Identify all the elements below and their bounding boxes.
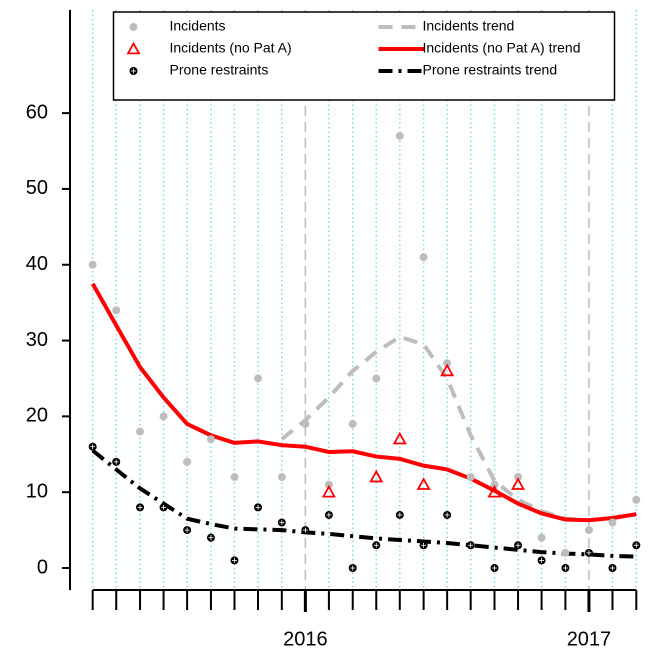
point (490, 564, 499, 573)
point (487, 484, 502, 498)
point (230, 556, 239, 565)
point (392, 431, 407, 445)
point (112, 306, 121, 315)
point (372, 541, 381, 550)
point (324, 510, 333, 519)
x-tick-label: 2016 (283, 628, 328, 650)
legend-label: Prone restraints trend (423, 62, 558, 78)
legend-label: Incidents (no Pat A) trend (423, 40, 581, 56)
point (395, 510, 404, 519)
point (443, 359, 452, 368)
legend-swatch (129, 23, 138, 31)
point (584, 548, 593, 557)
point (537, 533, 546, 542)
point (466, 473, 475, 482)
point (608, 518, 617, 527)
point (514, 473, 523, 482)
point (301, 526, 310, 535)
point (490, 480, 499, 489)
point (419, 541, 428, 550)
point (136, 503, 145, 512)
y-tick-label: 40 (26, 253, 48, 275)
legend-swatch (126, 41, 141, 55)
point (348, 419, 357, 428)
legend-swatch (129, 67, 138, 75)
point (632, 541, 641, 550)
point (466, 541, 475, 550)
point (159, 503, 168, 512)
y-tick-label: 10 (26, 480, 48, 502)
point (369, 469, 384, 483)
point (159, 412, 168, 421)
point (395, 131, 404, 140)
y-tick-label: 20 (26, 405, 48, 427)
point (230, 473, 239, 482)
y-tick-label: 60 (26, 101, 48, 123)
trend-line (91, 448, 637, 559)
point (112, 457, 121, 466)
y-tick-label: 30 (26, 329, 48, 351)
legend-label: Prone restraints (170, 62, 269, 78)
trend-line (280, 334, 637, 523)
point (206, 435, 215, 444)
point (561, 564, 570, 573)
trend-line (90, 282, 637, 523)
y-tick-label: 50 (26, 177, 48, 199)
point (372, 374, 381, 383)
legend-box (112, 11, 616, 101)
point (537, 556, 546, 565)
x-tick-label: 2017 (567, 628, 612, 650)
point (301, 419, 310, 428)
point (440, 363, 455, 377)
point (632, 495, 641, 504)
point (324, 480, 333, 489)
legend-label: Incidents (no Pat A) (170, 40, 292, 56)
point (419, 253, 428, 262)
point (88, 442, 97, 451)
legend: Incidents Incidents (no Pat A) Prone restr… (112, 11, 616, 101)
point (321, 484, 336, 498)
point (608, 564, 617, 573)
point (88, 260, 97, 269)
legend-label: Incidents (170, 18, 226, 34)
point (514, 541, 523, 550)
point (561, 548, 570, 557)
point (416, 477, 431, 490)
y-tick-label: 0 (37, 556, 48, 578)
point (254, 503, 263, 512)
legend-label: Incidents trend (423, 18, 515, 34)
point (254, 374, 263, 383)
point (511, 477, 526, 490)
point (443, 510, 452, 519)
point (277, 518, 286, 527)
point (277, 473, 286, 482)
point (348, 564, 357, 573)
point (136, 427, 145, 436)
point (183, 457, 192, 466)
point (206, 533, 215, 542)
point (183, 526, 192, 535)
point (584, 526, 593, 535)
